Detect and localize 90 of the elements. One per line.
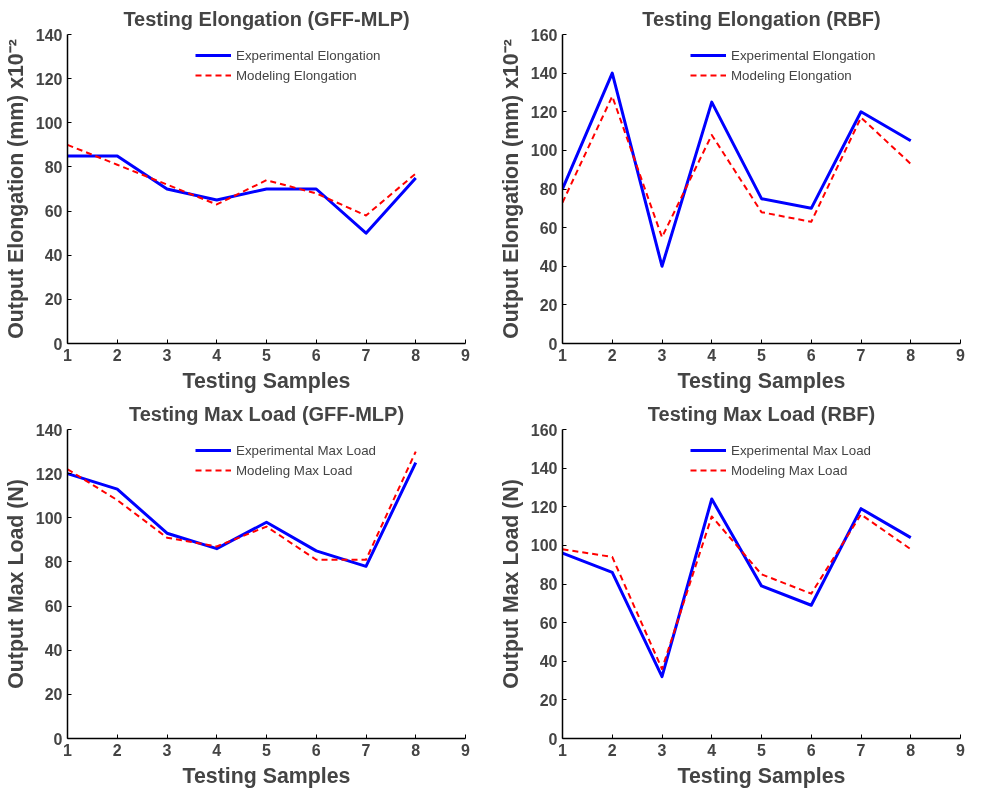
x-tick-label: 6	[311, 346, 321, 364]
x-tick-label: 3	[657, 346, 667, 364]
y-tick-label: 100	[35, 114, 63, 132]
y-tick-label: 120	[530, 103, 558, 121]
x-tick-label: 7	[361, 346, 371, 364]
y-axis-title: Output Max Load (N)	[498, 479, 523, 689]
y-tick-label: 40	[44, 642, 63, 660]
y-tick-label: 60	[539, 219, 558, 237]
y-tick-label: 0	[548, 730, 558, 748]
y-axis-title: Output Elongation (mm) x10⁻²	[498, 39, 523, 339]
legend-label: Modeling Elongation	[731, 67, 852, 83]
y-tick-label: 20	[539, 691, 558, 709]
x-tick-label: 1	[63, 741, 73, 759]
y-tick-label: 140	[35, 26, 63, 44]
x-tick-label: 9	[461, 346, 471, 364]
y-tick-label: 80	[44, 158, 63, 176]
x-tick-label: 2	[607, 346, 617, 364]
legend-label: Modeling Max Load	[731, 462, 848, 478]
chart-title: Testing Elongation (GFF-MLP)	[123, 7, 410, 30]
y-tick-label: 0	[53, 730, 63, 748]
y-axis-title: Output Max Load (N)	[3, 479, 28, 689]
x-tick-label: 2	[607, 741, 617, 759]
legend-label: Experimental Elongation	[236, 47, 381, 63]
x-tick-label: 1	[558, 346, 568, 364]
chart-title: Testing Elongation (RBF)	[642, 7, 881, 30]
x-tick-label: 4	[212, 346, 222, 364]
x-tick-label: 3	[657, 741, 667, 759]
x-tick-label: 4	[212, 741, 222, 759]
x-axis-title: Testing Samples	[182, 368, 351, 393]
x-axis-title: Testing Samples	[677, 368, 846, 393]
y-tick-label: 80	[539, 576, 558, 593]
chart-title: Testing Max Load (RBF)	[647, 402, 876, 425]
x-tick-label: 1	[63, 346, 73, 364]
y-axis-title: Output Elongation (mm) x10⁻²	[3, 39, 28, 339]
x-tick-label: 4	[707, 346, 717, 364]
x-tick-label: 2	[112, 346, 122, 364]
y-tick-label: 80	[539, 181, 558, 198]
x-tick-label: 4	[707, 741, 717, 759]
y-tick-label: 60	[44, 598, 63, 616]
x-tick-label: 7	[361, 741, 371, 759]
x-tick-label: 8	[411, 741, 421, 759]
legend-label: Modeling Max Load	[236, 462, 353, 478]
x-axis-title: Testing Samples	[677, 763, 846, 788]
x-tick-label: 7	[856, 346, 866, 364]
x-tick-label: 5	[757, 346, 767, 364]
x-tick-label: 8	[411, 346, 421, 364]
y-tick-label: 0	[53, 335, 63, 353]
legend-label: Modeling Elongation	[236, 67, 357, 83]
y-tick-label: 60	[539, 614, 558, 632]
x-tick-label: 6	[311, 741, 321, 759]
chart-title: Testing Max Load (GFF-MLP)	[128, 402, 405, 425]
x-tick-label: 8	[906, 741, 916, 759]
legend-label: Experimental Elongation	[731, 47, 876, 63]
x-tick-label: 6	[806, 346, 816, 364]
y-tick-label: 40	[44, 247, 63, 265]
x-tick-label: 9	[461, 741, 471, 759]
x-tick-label: 9	[956, 346, 966, 364]
x-tick-label: 3	[162, 346, 172, 364]
y-tick-label: 20	[44, 291, 63, 309]
x-tick-label: 3	[162, 741, 172, 759]
x-tick-label: 5	[262, 346, 272, 364]
y-tick-label: 100	[530, 142, 558, 160]
y-tick-label: 80	[44, 553, 63, 571]
y-tick-label: 140	[35, 421, 63, 439]
x-tick-label: 1	[558, 741, 568, 759]
y-tick-label: 120	[35, 465, 63, 483]
y-tick-label: 20	[539, 296, 558, 314]
y-tick-label: 140	[530, 460, 558, 478]
x-axis-title: Testing Samples	[182, 763, 351, 788]
x-tick-label: 7	[856, 741, 866, 759]
legend-label: Experimental Max Load	[236, 442, 377, 458]
y-tick-label: 160	[530, 26, 558, 44]
x-tick-label: 9	[956, 741, 966, 759]
legend-label: Experimental Max Load	[731, 442, 872, 458]
x-tick-label: 8	[906, 346, 916, 364]
y-tick-label: 120	[35, 70, 63, 88]
x-tick-label: 2	[112, 741, 122, 759]
x-tick-label: 5	[757, 741, 767, 759]
y-tick-label: 40	[539, 258, 558, 276]
y-tick-label: 100	[35, 509, 63, 527]
x-tick-label: 6	[806, 741, 816, 759]
y-tick-label: 20	[44, 686, 63, 704]
y-tick-label: 40	[539, 653, 558, 671]
y-tick-label: 0	[548, 335, 558, 353]
y-tick-label: 120	[530, 498, 558, 516]
x-tick-label: 5	[262, 741, 272, 759]
y-tick-label: 140	[530, 65, 558, 83]
y-tick-label: 100	[530, 537, 558, 555]
y-tick-label: 160	[530, 421, 558, 439]
y-tick-label: 60	[44, 203, 63, 221]
